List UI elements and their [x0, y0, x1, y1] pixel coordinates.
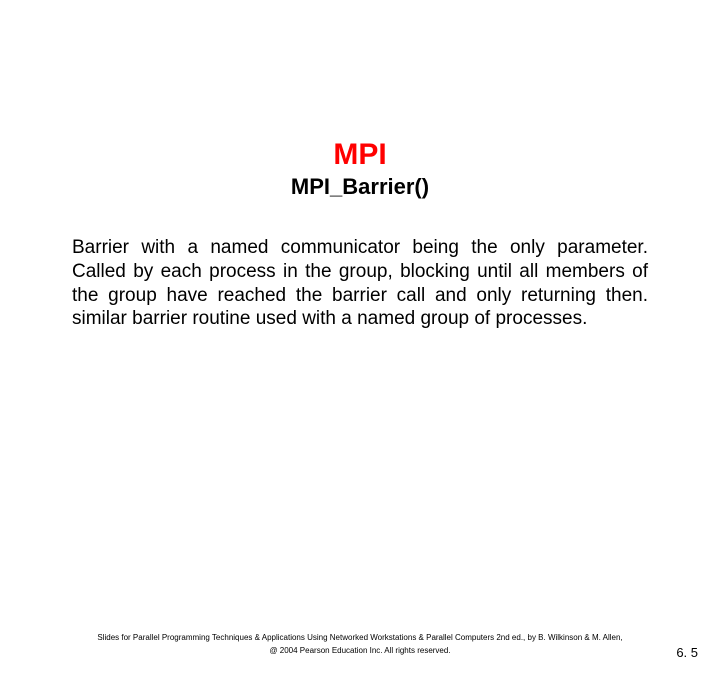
footer: Slides for Parallel Programming Techniqu… — [0, 632, 720, 658]
body-paragraph: Barrier with a named communicator being … — [72, 236, 648, 331]
slide-subtitle: MPI_Barrier() — [0, 174, 720, 200]
slide-container: MPI MPI_Barrier() Barrier with a named c… — [0, 138, 720, 678]
footer-line-1: Slides for Parallel Programming Techniqu… — [0, 632, 720, 645]
footer-line-2: @ 2004 Pearson Education Inc. All rights… — [0, 645, 720, 658]
slide-title: MPI — [0, 138, 720, 172]
page-number: 6. 5 — [676, 645, 698, 660]
